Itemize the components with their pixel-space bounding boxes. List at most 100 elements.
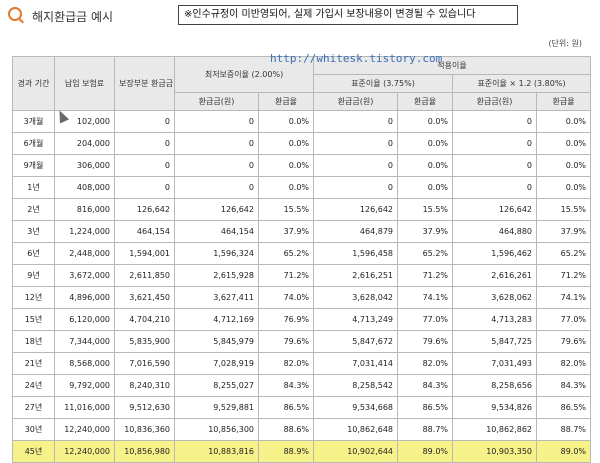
value-cell: 0 <box>114 176 175 199</box>
value-cell: 9,529,881 <box>174 396 259 419</box>
value-cell: 0 <box>174 176 259 199</box>
value-cell: 84.3% <box>536 374 592 397</box>
value-cell: 71.2% <box>397 264 454 287</box>
period-cell: 6년 <box>12 242 55 265</box>
value-cell: 0 <box>174 132 259 155</box>
value-cell: 77.0% <box>536 308 592 331</box>
value-cell: 1,596,324 <box>174 242 259 265</box>
value-cell: 79.6% <box>536 330 592 353</box>
table-row: 3개월 102,000 0 0 0.0% 0 0.0% 0 0.0% <box>12 110 592 133</box>
value-cell: 126,642 <box>313 198 399 221</box>
value-cell: 37.9% <box>397 220 454 243</box>
col-covered: 보장부분 환급금 <box>114 56 175 111</box>
value-cell: 15.5% <box>257 198 315 221</box>
value-cell: 0.0% <box>257 176 315 199</box>
period-cell: 21년 <box>12 352 55 375</box>
value-cell: 306,000 <box>54 154 115 177</box>
value-cell: 0 <box>313 154 399 177</box>
col-refund: 환급금(원) <box>174 92 259 111</box>
value-cell: 10,883,816 <box>174 440 259 463</box>
table-row: 30년 12,240,000 10,836,360 10,856,300 88.6% 10… <box>12 418 592 441</box>
value-cell: 816,000 <box>54 198 115 221</box>
value-cell: 0 <box>114 154 175 177</box>
value-cell: 1,224,000 <box>54 220 115 243</box>
period-cell: 12년 <box>12 286 55 309</box>
value-cell: 0.0% <box>397 154 454 177</box>
value-cell: 71.2% <box>257 264 315 287</box>
value-cell: 65.2% <box>397 242 454 265</box>
value-cell: 9,792,000 <box>54 374 115 397</box>
value-cell: 6,120,000 <box>54 308 115 331</box>
value-cell: 0 <box>114 110 175 133</box>
value-cell: 1,594,001 <box>114 242 175 265</box>
value-cell: 37.9% <box>536 220 592 243</box>
notice-box: ※인수규정이 미반영되어, 실제 가입시 보장내용이 변경될 수 있습니다 <box>178 5 518 25</box>
value-cell: 9,534,826 <box>452 396 538 419</box>
value-cell: 1,596,462 <box>452 242 538 265</box>
value-cell: 7,344,000 <box>54 330 115 353</box>
value-cell: 0 <box>114 132 175 155</box>
value-cell: 88.7% <box>536 418 592 441</box>
value-cell: 88.6% <box>257 418 315 441</box>
value-cell: 10,902,644 <box>313 440 399 463</box>
value-cell: 74.1% <box>397 286 454 309</box>
value-cell: 0.0% <box>257 154 315 177</box>
value-cell: 464,154 <box>114 220 175 243</box>
value-cell: 11,016,000 <box>54 396 115 419</box>
value-cell: 1,596,458 <box>313 242 399 265</box>
value-cell: 88.9% <box>257 440 315 463</box>
value-cell: 79.6% <box>257 330 315 353</box>
value-cell: 76.9% <box>257 308 315 331</box>
table-row: 6개월 204,000 0 0 0.0% 0 0.0% 0 0.0% <box>12 132 592 155</box>
value-cell: 4,712,169 <box>174 308 259 331</box>
value-cell: 0 <box>313 110 399 133</box>
value-cell: 0.0% <box>536 132 592 155</box>
value-cell: 88.7% <box>397 418 454 441</box>
value-cell: 10,836,360 <box>114 418 175 441</box>
value-cell: 84.3% <box>397 374 454 397</box>
period-cell: 3년 <box>12 220 55 243</box>
value-cell: 65.2% <box>536 242 592 265</box>
value-cell: 89.0% <box>397 440 454 463</box>
value-cell: 37.9% <box>257 220 315 243</box>
value-cell: 4,713,283 <box>452 308 538 331</box>
period-cell: 27년 <box>12 396 55 419</box>
value-cell: 3,628,062 <box>452 286 538 309</box>
period-cell: 9개월 <box>12 154 55 177</box>
page-title: 해지환급금 예시 <box>32 10 114 24</box>
value-cell: 9,512,630 <box>114 396 175 419</box>
value-cell: 0.0% <box>536 176 592 199</box>
col-rate: 환급율 <box>536 92 592 111</box>
table-row: 21년 8,568,000 7,016,590 7,028,919 82.0% 7,031… <box>12 352 592 375</box>
value-cell: 65.2% <box>257 242 315 265</box>
value-cell: 464,880 <box>452 220 538 243</box>
value-cell: 126,642 <box>114 198 175 221</box>
unit-label: (단위: 원) <box>548 39 582 48</box>
value-cell: 0 <box>313 132 399 155</box>
value-cell: 4,713,249 <box>313 308 399 331</box>
value-cell: 0.0% <box>397 176 454 199</box>
table-row: 2년 816,000 126,642 126,642 15.5% 126,642 15.5%… <box>12 198 592 221</box>
value-cell: 0.0% <box>536 110 592 133</box>
value-cell: 7,028,919 <box>174 352 259 375</box>
value-cell: 5,847,725 <box>452 330 538 353</box>
period-cell: 3개월 <box>12 110 55 133</box>
table-row: 15년 6,120,000 4,704,210 4,712,169 76.9% 4,713… <box>12 308 592 331</box>
value-cell: 126,642 <box>174 198 259 221</box>
value-cell: 0 <box>313 176 399 199</box>
value-cell: 74.0% <box>257 286 315 309</box>
col-min-rate-group: 최저보증이율 (2.00%) <box>173 56 315 93</box>
value-cell: 4,896,000 <box>54 286 115 309</box>
value-cell: 89.0% <box>536 440 592 463</box>
period-cell: 1년 <box>12 176 55 199</box>
col-rate: 환급율 <box>397 92 454 111</box>
value-cell: 0 <box>452 176 538 199</box>
period-cell: 18년 <box>12 330 55 353</box>
table-row: 9개월 306,000 0 0 0.0% 0 0.0% 0 0.0% <box>12 154 592 177</box>
col-rate: 환급율 <box>257 92 315 111</box>
value-cell: 84.3% <box>257 374 315 397</box>
value-cell: 0.0% <box>536 154 592 177</box>
value-cell: 3,672,000 <box>54 264 115 287</box>
watermark-url: http://whitesk.tistory.com <box>270 52 443 65</box>
value-cell: 3,621,450 <box>114 286 175 309</box>
